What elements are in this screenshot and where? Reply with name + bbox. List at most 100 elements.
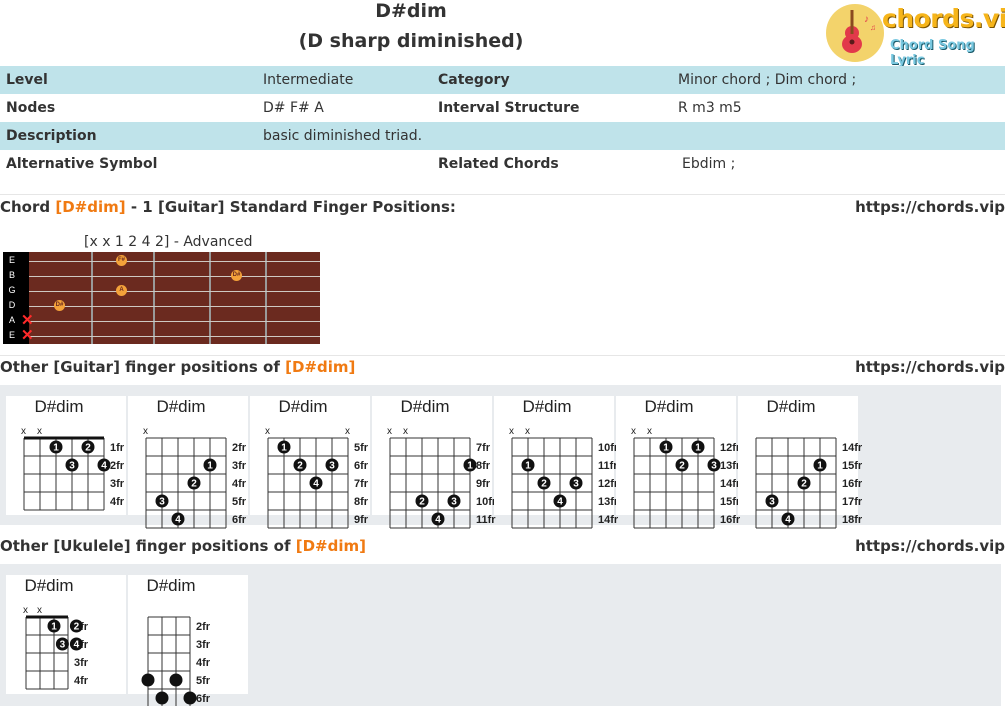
chord-diagram-card[interactable]: D#dim 2fr 3fr 4fr 5fr 6fr x 1 2 3 4 [128, 396, 248, 529]
muted-string-icon: x [345, 426, 350, 437]
finger-dot [781, 512, 795, 526]
chord-diagram: 7fr 8fr 9fr 10fr 11fr x x 1 2 34 [387, 426, 497, 529]
section-prefix: Other [Ukulele] finger positions of [0, 537, 291, 555]
finger-number: 4 [435, 515, 441, 526]
diagram-chord-name: D#dim [766, 397, 816, 416]
string-label: E [8, 330, 15, 340]
finger-number: 2 [74, 622, 80, 633]
muted-string-icon: x [37, 426, 42, 437]
finger-dot [169, 673, 183, 687]
finger-number: 1 [525, 461, 531, 472]
chord-diagram-card[interactable]: D#dim 2fr 3fr 4fr 5fr 6fr [128, 575, 248, 706]
site-url[interactable]: https://chords.vip [855, 537, 1005, 555]
chord-diagram-card[interactable]: D#dim 12fr 13fr 14fr 15fr 16fr x x 1 1 2 3 [616, 396, 741, 529]
finger-number: 1 [51, 622, 57, 633]
muted-string-icon: x [21, 426, 26, 437]
finger-number: 3 [573, 479, 579, 490]
finger-dot: A [116, 285, 127, 296]
string-label: D [8, 300, 16, 310]
fret-number-label: 4fr [196, 657, 211, 669]
related-chord-link[interactable]: Ebdim ; [682, 156, 736, 172]
fret-number-label: 9fr [354, 514, 369, 526]
fret-number-label: 4fr [74, 675, 89, 687]
finger-dot [69, 637, 83, 651]
standard-section-heading: Chord [D#dim] - 1 [Guitar] Standard Fing… [0, 198, 1005, 216]
finger-number: 3 [60, 640, 66, 651]
finger-number: 4 [74, 640, 80, 651]
muted-string-icon: x [143, 426, 148, 437]
site-url[interactable]: https://chords.vip [855, 198, 1005, 216]
fret-number-label: 6fr [196, 693, 211, 705]
string-label: B [8, 270, 15, 280]
svg-text:♪: ♪ [864, 14, 869, 25]
fret-number-label: 3fr [110, 478, 125, 490]
site-url[interactable]: https://chords.vip [855, 358, 1005, 376]
fret-number-label: 6fr [232, 514, 247, 526]
chord-diagram: 10fr 11fr 12fr 13fr 14fr x x 12 34 [509, 426, 619, 529]
fret-number-label: 14fr [598, 514, 619, 526]
string-line [29, 291, 320, 292]
site-logo[interactable]: ♪ ♫ chords.vip Chord Song Lyric [824, 2, 1005, 68]
related-value[interactable]: Ebdim ; [672, 150, 1005, 178]
finger-dot [155, 691, 169, 705]
fret-number-label: 3fr [196, 639, 211, 651]
fret-number-label: 11fr [476, 514, 496, 526]
finger-number: 3 [69, 461, 75, 472]
alt-symbol-value [257, 150, 432, 178]
finger-dot [203, 458, 217, 472]
description-label: Description [0, 122, 257, 150]
fret-number-label: 3fr [232, 460, 247, 472]
finger-dot [325, 458, 339, 472]
finger-dot [707, 458, 721, 472]
finger-dot [81, 440, 95, 454]
chord-link[interactable]: [D#dim] [285, 358, 356, 376]
finger-dot [415, 494, 429, 508]
info-row: Level Intermediate Category Minor chord … [0, 66, 1005, 94]
finger-dot: D# [231, 270, 242, 281]
finger-number: 3 [159, 497, 165, 508]
chord-diagram-card[interactable]: D#dim 7fr 8fr 9fr 10fr 11fr x x 1 2 3 4 [372, 396, 497, 529]
finger-number: 2 [419, 497, 425, 508]
chord-link[interactable]: [D#dim] [55, 198, 126, 216]
empty-cell [672, 122, 1005, 150]
string-line [29, 306, 320, 307]
finger-number: 2 [801, 479, 807, 490]
fret-number-label: 15fr [842, 460, 863, 472]
fret-number-label: 14fr [842, 442, 863, 454]
finger-dot [155, 494, 169, 508]
nodes-value: D# F# A [263, 100, 324, 116]
fret-number-label: 8fr [354, 496, 369, 508]
finger-dot [309, 476, 323, 490]
finger-dot [675, 458, 689, 472]
muted-string-icon: x [647, 426, 652, 437]
category-value: Minor chord ; Dim chord ; [672, 66, 1005, 94]
nodes-label: Nodes [6, 100, 56, 116]
string-label: E [8, 255, 15, 265]
category-label: Category [432, 66, 672, 94]
chord-diagram-card[interactable]: D#dim 14fr 15fr 16fr 17fr 18fr 1 2 3 4 [738, 396, 863, 529]
finger-number: 4 [101, 461, 107, 472]
finger-number: 4 [557, 497, 563, 508]
finger-dot [431, 512, 445, 526]
muted-string-icon: ✕ [21, 327, 34, 344]
finger-dot [813, 458, 827, 472]
fret-number-label: 17fr [842, 496, 863, 508]
finger-dot [69, 619, 83, 633]
chord-link[interactable]: [D#dim] [295, 537, 366, 555]
fret-number-label: 1fr [110, 442, 125, 454]
fret-number-label: 16fr [842, 478, 863, 490]
chord-diagram-card[interactable]: D#dim 5fr 6fr 7fr 8fr 9fr x x 1 2 3 4 [250, 396, 370, 529]
chord-diagram-card[interactable]: D#dim 10fr 11fr 12fr 13fr 14fr x x 1 2 3 4 [494, 396, 619, 529]
finger-dot [765, 494, 779, 508]
fret-number-label: 16fr [720, 514, 741, 526]
finger-dot [447, 494, 461, 508]
section-prefix: Other [Guitar] finger positions of [0, 358, 280, 376]
fret-number-label: 4fr [110, 496, 125, 508]
finger-dot: F# [116, 255, 127, 266]
string-line [29, 336, 320, 337]
